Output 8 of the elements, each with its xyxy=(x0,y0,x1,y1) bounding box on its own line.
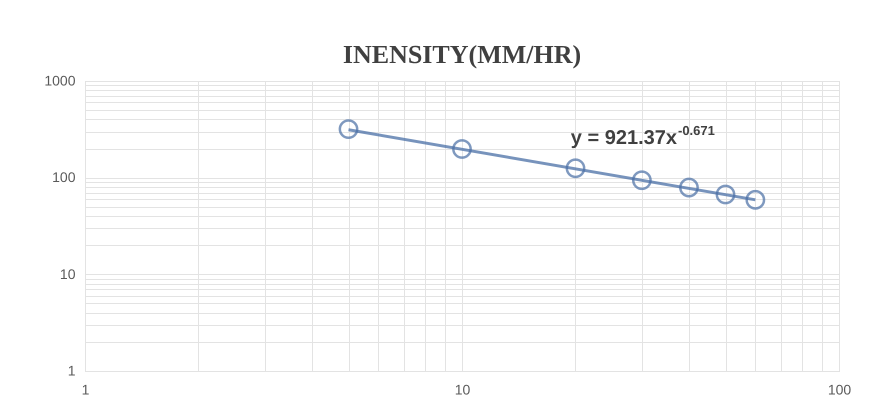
y-tick-label: 1000 xyxy=(44,72,76,88)
y-tick-label: 1 xyxy=(68,362,76,378)
x-tick-label: 10 xyxy=(454,382,470,398)
x-tick-label: 100 xyxy=(828,382,852,398)
y-tick-label: 10 xyxy=(60,266,76,282)
x-tick-label: 1 xyxy=(82,382,90,398)
chart-title: INENSITY(MM/HR) xyxy=(342,40,582,69)
y-tick-label: 100 xyxy=(52,169,76,186)
